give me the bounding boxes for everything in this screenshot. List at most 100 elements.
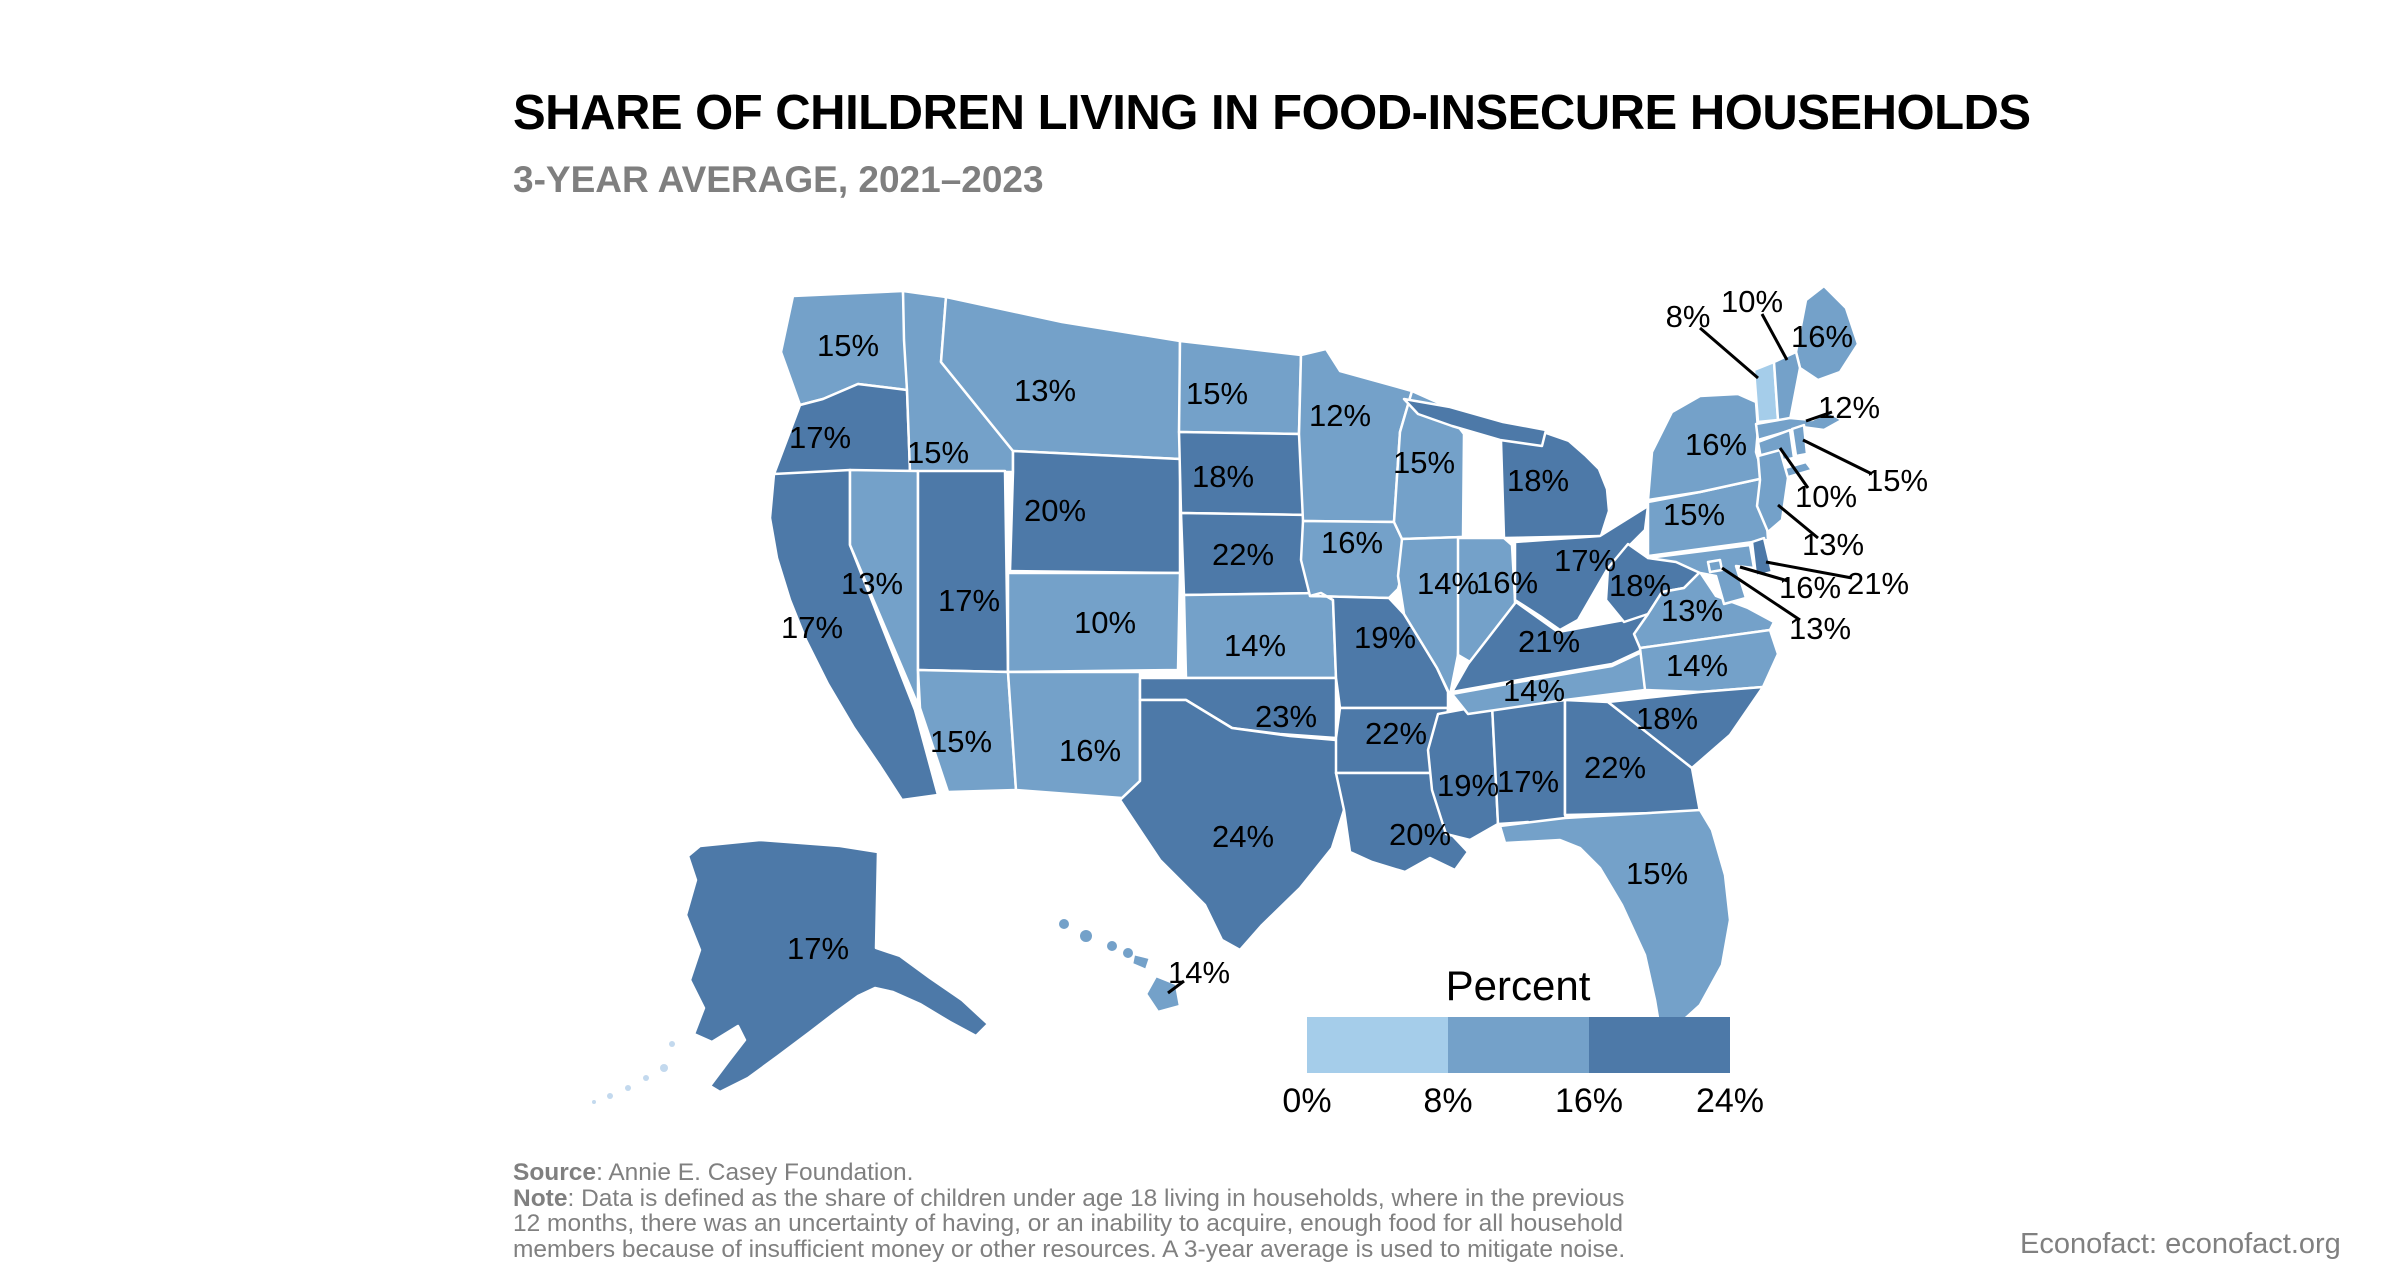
state-label-nc: 14% [1666,648,1728,683]
note-line-1: Note: Data is defined as the share of ch… [513,1184,1625,1212]
state-nh [1772,350,1802,422]
state-label-sd: 18% [1192,459,1254,494]
legend-swatch-high [1589,1017,1730,1073]
state-ak-islets [625,1085,631,1091]
state-hi-island [1107,941,1117,951]
state-label-ct: 10% [1795,479,1857,514]
state-ak-islets [660,1064,668,1072]
page-subtitle: 3-YEAR AVERAGE, 2021–2023 [513,158,1044,200]
state-md [1646,543,1756,606]
leader-line-hi [1167,979,1185,995]
legend-title: Percent [1445,962,1591,1009]
state-mo [1308,591,1450,710]
state-label-id: 15% [907,435,969,470]
state-label-wv: 18% [1609,568,1671,603]
state-label-ut: 17% [938,583,1000,618]
legend-swatch-mid [1448,1017,1589,1073]
state-label-tx: 24% [1212,819,1274,854]
state-label-co: 10% [1074,605,1136,640]
state-ga [1563,698,1702,817]
state-label-hi: 14% [1168,955,1230,990]
state-co [1006,571,1182,674]
note-line-2: 12 months, there was an uncertainty of h… [513,1210,1624,1237]
leader-line-md [1739,565,1789,583]
state-hi-part1 [1130,952,1152,972]
state-tx [1118,698,1346,952]
state-label-nj: 13% [1802,527,1864,562]
state-label-il: 14% [1417,566,1479,601]
state-label-ak: 17% [787,931,849,966]
state-va [1632,570,1776,650]
state-label-mn: 12% [1309,398,1371,433]
leader-line-dc [1721,566,1801,622]
state-hi [1144,974,1182,1014]
state-label-la: 20% [1389,817,1451,852]
state-ak-islets [607,1093,613,1099]
state-label-ma: 12% [1818,390,1880,425]
state-hi-island [1080,930,1092,942]
state-label-nh: 10% [1721,284,1783,319]
state-label-md: 16% [1779,570,1841,605]
state-label-az: 15% [930,724,992,759]
state-me [1794,284,1860,382]
state-label-va: 13% [1661,593,1723,628]
legend-tick-16: 16% [1554,1082,1624,1120]
state-ut [916,469,1010,674]
source-line: Source: Annie E. Casey Foundation. [513,1159,914,1186]
state-label-mt: 13% [1014,373,1076,408]
state-label-ks: 14% [1224,628,1286,663]
state-label-ca: 17% [781,610,843,645]
leader-line-de [1765,560,1853,580]
state-ak-islets [592,1100,596,1104]
state-label-pa: 15% [1663,497,1725,532]
state-label-or: 17% [789,420,851,455]
state-label-ok: 23% [1255,699,1317,734]
state-label-mi: 18% [1507,463,1569,498]
state-label-al: 17% [1497,764,1559,799]
branding: Econofact: econofact.org [2020,1228,2341,1260]
source-note: Source: Annie E. Casey Foundation. Note:… [513,1160,1625,1262]
state-mi-part1 [1402,397,1548,448]
state-label-ky: 21% [1518,624,1580,659]
state-nv [848,468,920,707]
state-label-nv: 13% [841,566,903,601]
leader-line-nj [1777,503,1819,540]
state-ak-islets [669,1041,675,1047]
state-label-ar: 22% [1365,716,1427,751]
state-ak-islets [643,1075,649,1081]
state-sc [1606,685,1765,770]
state-ak [684,838,990,1094]
leader-line-ma [1805,410,1833,423]
legend-swatch-low [1307,1017,1448,1073]
note-line-3: members because of insufficient money or… [513,1235,1626,1263]
state-ri [1790,423,1809,458]
state-label-ri: 15% [1866,463,1928,498]
legend-color-bar [1307,1017,1730,1073]
state-dc [1706,558,1724,574]
state-label-wy: 20% [1024,493,1086,528]
state-label-fl: 15% [1626,856,1688,891]
state-label-tn: 14% [1503,673,1565,708]
legend-tick-8: 8% [1423,1082,1473,1120]
state-label-ga: 22% [1584,750,1646,785]
state-nj [1755,448,1790,534]
state-label-in: 16% [1476,565,1538,600]
state-label-vt: 8% [1666,299,1711,334]
legend-tick-0: 0% [1282,1082,1332,1120]
state-label-nm: 16% [1059,733,1121,768]
state-label-ms: 19% [1437,768,1499,803]
leader-line-ct [1778,447,1810,489]
state-hi-island [1123,948,1133,958]
state-label-ia: 16% [1321,525,1383,560]
state-label-sc: 18% [1636,701,1698,736]
page-title: SHARE OF CHILDREN LIVING IN FOOD-INSECUR… [513,85,2031,140]
state-label-ne: 22% [1212,537,1274,572]
leader-line-vt [1699,326,1759,380]
state-label-me: 16% [1791,319,1853,354]
state-label-wa: 15% [817,328,879,363]
leader-line-nh [1760,313,1789,361]
state-label-ny: 16% [1685,427,1747,462]
state-hi-island [1059,919,1069,929]
